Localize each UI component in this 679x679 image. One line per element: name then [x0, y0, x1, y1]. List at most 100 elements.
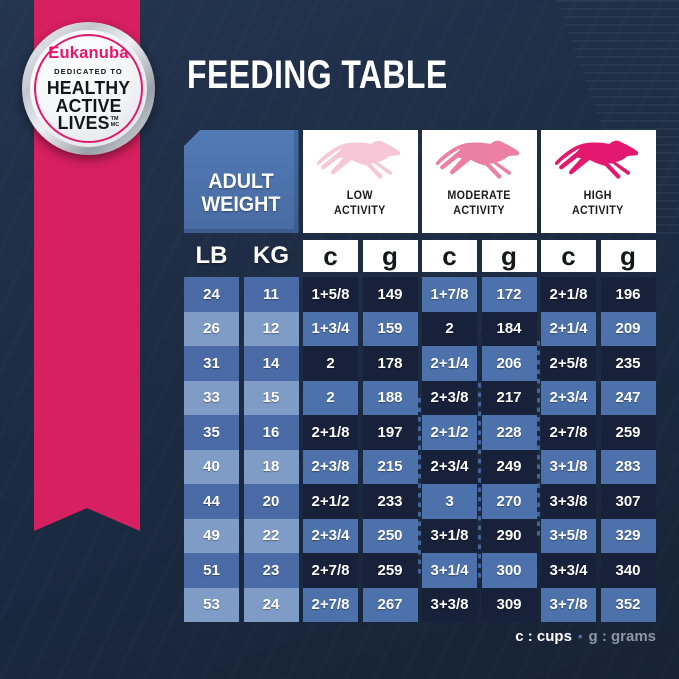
badge-active-text: ACTIVE	[55, 95, 122, 116]
dashed-divider	[537, 341, 540, 537]
activity-level-word: MODERATE	[447, 190, 511, 202]
legend-separator-dot: •	[577, 629, 583, 644]
weight-word: WEIGHT	[201, 193, 281, 217]
table-cell: 233	[362, 484, 418, 519]
table-cell: 206	[481, 346, 537, 381]
table-cell: 340	[600, 553, 656, 588]
table-row: 33 15 2 188 2+3/8 217 2+3/4 247	[184, 380, 656, 415]
high-activity-header: HIGH ACTIVITY	[541, 130, 656, 233]
table-cell: 2+1/8	[303, 415, 358, 450]
table-cell: 217	[481, 380, 537, 415]
table-cell: 228	[481, 415, 537, 450]
table-cell: 307	[600, 484, 656, 519]
table-cell: 2+3/8	[422, 380, 477, 415]
table-cell: 3+1/8	[422, 518, 477, 553]
table-cell: 2+1/2	[303, 484, 358, 519]
table-cell: 2	[303, 380, 358, 415]
col-header-cups: c	[303, 240, 358, 272]
table-cell: 290	[481, 518, 537, 553]
col-header-cups: c	[541, 240, 596, 272]
table-row: 49 22 2+3/4 250 3+1/8 290 3+5/8 329	[184, 518, 656, 553]
table-cell: 14	[243, 346, 299, 381]
grams-legend: g : grams	[588, 628, 656, 645]
badge-healthy-text: HEALTHY	[46, 78, 131, 99]
table-row: 26 12 1+3/4 159 2 184 2+1/4 209	[184, 311, 656, 346]
table-cell: 159	[362, 311, 418, 346]
table-cell: 178	[362, 346, 418, 381]
table-cell: 18	[243, 449, 299, 484]
table-cell: 2+1/4	[541, 311, 596, 346]
table-cell: 300	[481, 553, 537, 588]
activity-word: ACTIVITY	[572, 204, 625, 217]
table-cell: 31	[184, 346, 239, 381]
table-cell: 1+7/8	[422, 277, 477, 312]
table-cell: 20	[243, 484, 299, 519]
table-cell: 1+3/4	[303, 311, 358, 346]
col-header-grams: g	[481, 240, 537, 272]
unit-header-row: LB KG c g c g c g	[184, 240, 656, 272]
table-cell: 250	[362, 518, 418, 553]
badge-lives-word: LIVES	[57, 113, 110, 134]
col-header-grams: g	[600, 240, 656, 272]
table-cell: 270	[481, 484, 537, 519]
table-cell: 3+1/4	[422, 553, 477, 588]
table-row: 35 16 2+1/8 197 2+1/2 228 2+7/8 259	[184, 415, 656, 450]
table-cell: 22	[243, 518, 299, 553]
table-cell: 15	[243, 380, 299, 415]
table-cell: 51	[184, 553, 239, 588]
table-cell: 3+3/8	[422, 587, 477, 622]
table-cell: 49	[184, 518, 239, 553]
table-cell: 23	[243, 553, 299, 588]
table-cell: 40	[184, 449, 239, 484]
activity-word: ACTIVITY	[453, 204, 506, 217]
table-cell: 3+3/4	[541, 553, 596, 588]
dashed-divider	[477, 383, 481, 580]
table-cell: 2+1/4	[422, 346, 477, 381]
col-header-grams: g	[362, 240, 418, 272]
table-cell: 12	[243, 311, 299, 346]
table-cell: 283	[600, 449, 656, 484]
table-cell: 3+5/8	[541, 518, 596, 553]
table-row: 53 24 2+7/8 267 3+3/8 309 3+7/8 352	[184, 587, 656, 622]
table-cell: 2+3/4	[422, 449, 477, 484]
table-cell: 2+3/4	[541, 380, 596, 415]
adult-weight-label: ADULT WEIGHT	[202, 170, 281, 217]
table-cell: 2+3/8	[303, 449, 358, 484]
mc-symbol: MC	[110, 122, 120, 129]
table-cell: 3+3/8	[541, 484, 596, 519]
table-cell: 267	[362, 587, 418, 622]
table-cell: 209	[600, 311, 656, 346]
table-cell: 149	[362, 277, 418, 312]
cups-legend: c : cups	[515, 628, 572, 645]
table-cell: 329	[600, 518, 656, 553]
dashed-divider	[417, 398, 421, 576]
table-row: 31 14 2 178 2+1/4 206 2+5/8 235	[184, 346, 656, 381]
table-cell: 215	[362, 449, 418, 484]
table-cell: 188	[362, 380, 418, 415]
table-cell: 259	[600, 415, 656, 450]
badge-face: Eukanuba DEDICATED TO HEALTHY ACTIVE LIV…	[30, 30, 147, 147]
adult-word: ADULT	[208, 169, 274, 193]
table-cell: 2+5/8	[541, 346, 596, 381]
activity-level-word: HIGH	[584, 190, 613, 202]
table-cell: 197	[362, 415, 418, 450]
table-header-band: ADULT WEIGHT LOW ACTIVITY MODERATE ACTIV…	[184, 130, 656, 233]
table-cell: 196	[600, 277, 656, 312]
table-cell: 1+5/8	[303, 277, 358, 312]
table-cell: 26	[184, 311, 239, 346]
table-cell: 24	[243, 587, 299, 622]
table-cell: 235	[600, 346, 656, 381]
col-header-cups: c	[422, 240, 477, 272]
table-cell: 259	[362, 553, 418, 588]
moderate-activity-header: MODERATE ACTIVITY	[422, 130, 537, 233]
low-activity-label: LOW ACTIVITY	[334, 189, 386, 219]
high-activity-label: HIGH ACTIVITY	[572, 189, 624, 219]
table-cell: 2+7/8	[303, 553, 358, 588]
trademark-mark: TM MC	[111, 116, 120, 128]
table-cell: 172	[481, 277, 537, 312]
badge-lives-text: LIVES TM MC	[57, 113, 120, 134]
page-title: FEEDING TABLE	[187, 53, 448, 97]
adult-weight-header: ADULT WEIGHT	[184, 130, 299, 233]
running-dog-icon	[317, 140, 401, 179]
